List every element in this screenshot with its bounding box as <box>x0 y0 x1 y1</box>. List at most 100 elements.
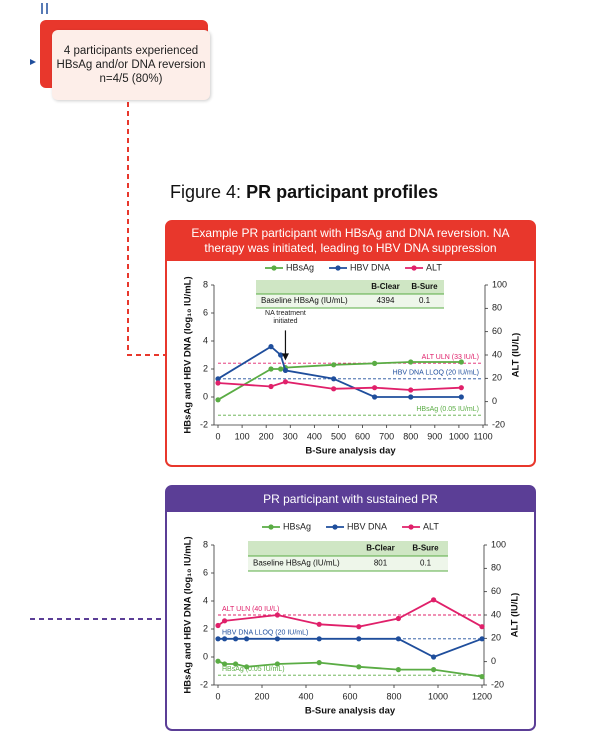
y-tick-label: 8 <box>203 279 208 289</box>
legend-marker <box>408 524 414 530</box>
data-point <box>274 612 280 618</box>
connector <box>127 102 166 356</box>
legend-label: ALT <box>426 262 442 272</box>
legend-label: HBV DNA <box>347 521 387 531</box>
x-tick-label: 1000 <box>449 431 469 441</box>
y2-tick-label: 80 <box>492 303 502 313</box>
figure-prefix: Figure 4: <box>170 182 242 202</box>
y-axis-label: HBsAg and HBV DNA (log₁₀ IU/mL) <box>183 536 194 693</box>
data-point <box>371 360 378 366</box>
y2-tick-label: 0 <box>491 656 496 666</box>
table-row <box>248 556 448 571</box>
data-point <box>222 618 228 624</box>
table-value: 0.1 <box>419 296 431 305</box>
data-point <box>479 636 485 642</box>
y-tick-label: 6 <box>203 307 208 317</box>
reference-label: HBsAg (0.05 IU/mL) <box>222 666 285 673</box>
y-tick-label: 4 <box>203 335 208 345</box>
reference-label: HBV DNA LLOQ (20 IU/mL) <box>222 630 308 637</box>
chart-header: PR participant with sustained PR <box>166 486 535 512</box>
table-header <box>256 280 444 294</box>
data-point <box>233 636 239 642</box>
table-value: 801 <box>374 559 388 568</box>
data-point <box>395 615 401 622</box>
data-point <box>268 383 274 390</box>
table-column: B-Clear <box>366 544 394 553</box>
x-tick-label: 700 <box>379 431 394 441</box>
x-tick-label: 900 <box>427 431 442 441</box>
figure-text: PR participant profiles <box>246 182 439 202</box>
data-point <box>408 359 414 365</box>
x-tick-label: 0 <box>215 431 220 441</box>
data-point <box>278 366 284 372</box>
y2-tick-label: 100 <box>492 279 507 289</box>
y2-tick-label: 60 <box>492 326 502 336</box>
table-row-label: Baseline HBsAg (IU/mL) <box>261 296 348 305</box>
y2-tick-label: 100 <box>491 539 506 549</box>
x-tick-label: 1100 <box>473 431 492 441</box>
y2-tick-label: -20 <box>492 419 505 429</box>
y-tick-label: 2 <box>203 363 208 373</box>
data-point <box>215 658 221 664</box>
data-point <box>431 667 437 673</box>
x-tick-label: 800 <box>403 431 418 441</box>
y-tick-label: 6 <box>203 567 208 577</box>
table-column: B-Sure <box>412 544 439 553</box>
data-point <box>215 376 221 382</box>
summary-line: n=4/5 (80%) <box>99 73 163 85</box>
x-tick-label: 600 <box>355 431 370 441</box>
data-point <box>408 394 414 400</box>
data-point <box>274 636 280 642</box>
x-tick-label: 500 <box>331 431 346 441</box>
y2-tick-label: -20 <box>491 679 504 689</box>
table-column: B-Sure <box>411 282 438 291</box>
y2-tick-label: 60 <box>491 586 501 596</box>
data-point <box>356 624 362 630</box>
data-point <box>278 352 284 358</box>
y-tick-label: 0 <box>203 391 208 401</box>
figure-title: Figure 4: PR participant profiles <box>170 182 438 203</box>
summary-line: HBsAg and/or DNA reversion <box>56 59 206 71</box>
legend-label: HBsAg <box>283 521 311 531</box>
x-tick-label: 1200 <box>472 691 492 701</box>
data-point <box>233 661 239 667</box>
data-point <box>331 386 337 392</box>
data-point <box>244 664 250 670</box>
x-axis-label: B-Sure analysis day <box>305 706 396 717</box>
annotation-arrowhead <box>281 353 289 361</box>
x-tick-label: 100 <box>235 431 250 441</box>
y2-tick-label: 80 <box>491 563 501 573</box>
summary-line: 4 participants experienced <box>63 45 199 57</box>
chart-header: Example PR participant with HBsAg and DN… <box>166 221 535 261</box>
reference-label: HBV DNA LLOQ (20 IU/mL) <box>393 370 479 377</box>
data-point <box>458 385 464 391</box>
legend-marker <box>332 524 338 530</box>
data-point <box>316 621 322 627</box>
legend-label: HBV DNA <box>350 262 390 272</box>
y-tick-label: 8 <box>203 539 208 549</box>
data-point <box>274 661 280 667</box>
table-value: 4394 <box>377 296 395 305</box>
arrow <box>30 59 36 65</box>
x-tick-label: 200 <box>254 691 269 701</box>
table-row-label: Baseline HBsAg (IU/mL) <box>253 559 340 568</box>
x-tick-label: 300 <box>283 431 298 441</box>
x-tick-label: 1000 <box>428 691 448 701</box>
reference-label: HBsAg (0.05 IU/mL) <box>416 406 479 413</box>
reference-label: ALT ULN (33 IU/L) <box>422 354 479 361</box>
data-point <box>244 636 250 642</box>
data-point <box>458 394 464 400</box>
y2-axis-label: ALT (IU/L) <box>510 593 521 638</box>
y2-tick-label: 40 <box>492 349 502 359</box>
data-point <box>282 367 289 373</box>
data-point <box>356 664 362 670</box>
legend-label: ALT <box>423 521 439 531</box>
data-point <box>371 394 378 400</box>
y2-axis-label: ALT (IU/L) <box>511 333 522 378</box>
x-tick-label: 400 <box>307 431 322 441</box>
data-point <box>431 597 437 603</box>
y2-tick-label: 20 <box>491 633 501 643</box>
reference-label: ALT ULN (40 IU/L) <box>222 606 279 613</box>
legend-marker <box>271 265 277 271</box>
